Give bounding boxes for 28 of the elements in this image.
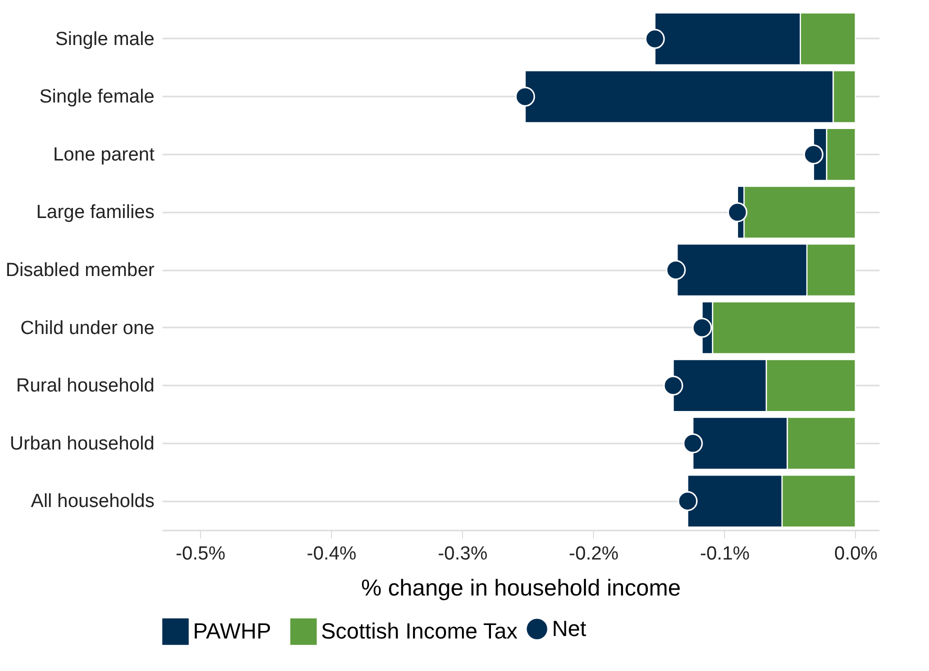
x-axis-title: % change in household income [361, 574, 681, 600]
point [663, 376, 684, 396]
x-tick-label: -0.3% [438, 544, 488, 564]
point [692, 318, 712, 338]
y-tick-label: Child under one [20, 318, 154, 339]
y-tick-label: All households [30, 491, 154, 512]
point [515, 86, 536, 107]
x-tick-label: -0.5% [176, 544, 226, 564]
point [666, 260, 686, 280]
x-tick-label: -0.2% [568, 544, 619, 564]
y-tick-label: Single male [55, 28, 154, 50]
x-tick-label: 0.0% [834, 544, 878, 564]
point [803, 144, 824, 164]
x-tick-label: -0.1% [700, 544, 750, 564]
legend-label: Net [552, 616, 586, 641]
legend-label: Scottish Income Tax [321, 618, 518, 644]
y-tick-label: Disabled member [6, 260, 156, 281]
point [682, 433, 703, 454]
point [644, 28, 665, 49]
y-tick-label: Urban household [10, 433, 154, 454]
point [678, 491, 698, 512]
y-tick-label: Large families [36, 202, 154, 224]
x-tick-label: -0.4% [306, 544, 357, 564]
legend-label: PAWHP [193, 618, 272, 644]
y-tick-label: Single female [39, 86, 154, 108]
point [727, 202, 748, 222]
y-tick-label: Rural household [16, 376, 154, 397]
y-tick-label: Lone parent [53, 144, 156, 166]
